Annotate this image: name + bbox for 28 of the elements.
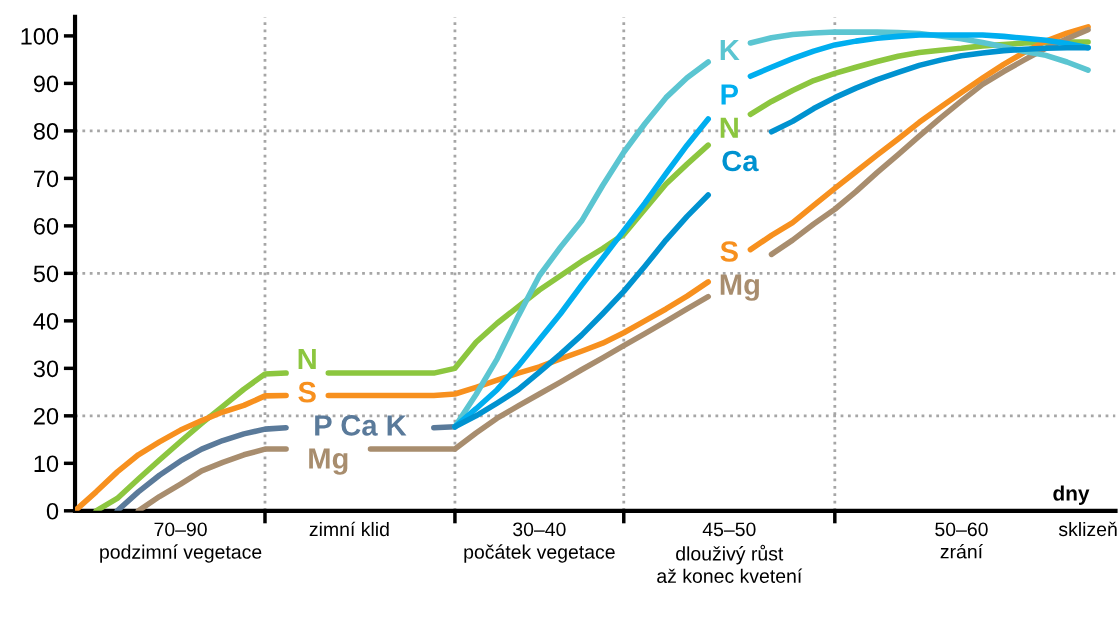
x-tick-label: 50–60 zrání — [935, 522, 988, 559]
series-label: Mg — [720, 274, 759, 301]
y-tick-label: 40 — [33, 312, 59, 330]
series-label: K — [720, 40, 740, 61]
x-axis-title: dny — [1053, 485, 1090, 505]
y-tick-label: 90 — [33, 75, 59, 93]
x-tick-label: sklizeň — [1058, 521, 1117, 537]
text: Mg — [309, 448, 348, 475]
x-tick-label: 70–90 podzimní vegetace — [100, 522, 262, 563]
series-label: P Ca K — [315, 415, 407, 436]
y-tick-label: 60 — [34, 217, 59, 235]
series-label: P — [721, 84, 739, 105]
y-tick-label: 0 — [46, 502, 59, 520]
text: S — [720, 241, 738, 262]
text: N — [298, 348, 316, 369]
series-label: Ca — [722, 150, 759, 172]
x-tick-label: 45–50 dlouživý růst až konec kvetení — [657, 522, 803, 583]
y-tick-label: 10 — [34, 455, 59, 473]
series-label: N — [720, 117, 738, 138]
y-tick-label: 20 — [34, 407, 59, 425]
x-tick-label: 30–40 počátek vegetace — [464, 522, 615, 563]
x-tick-label: zimní klid — [309, 521, 389, 537]
y-tick-label: 70 — [34, 170, 59, 188]
y-tick-label: 50 — [33, 265, 59, 283]
y-tick-label: 80 — [33, 122, 59, 140]
y-tick-label: 30 — [33, 360, 59, 378]
series-label: S — [298, 381, 316, 403]
y-tick-label: 100 — [21, 27, 59, 45]
